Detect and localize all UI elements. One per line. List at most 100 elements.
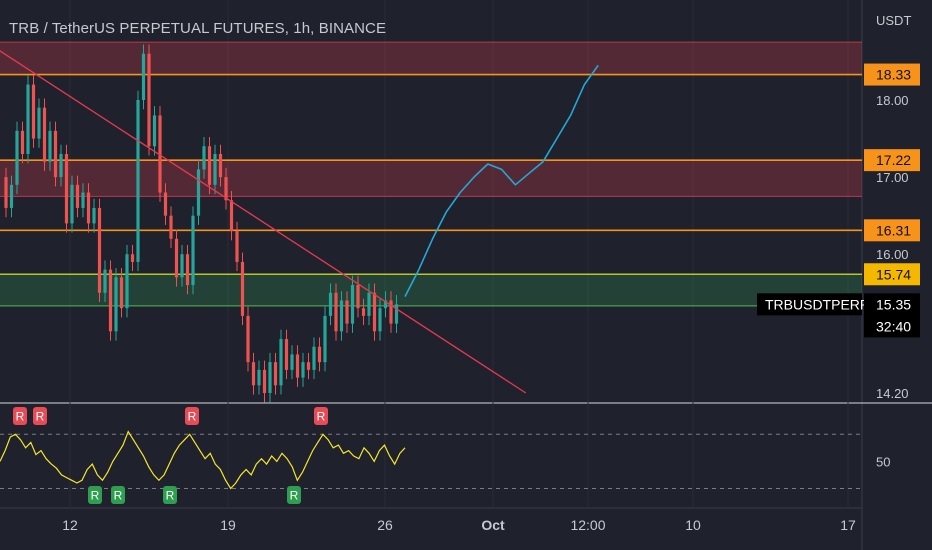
candle-55 — [306, 362, 311, 370]
candle-18 — [103, 269, 107, 293]
price-tick-2: 16.00 — [876, 247, 909, 262]
candle-60 — [334, 292, 338, 332]
x-tick-1: 19 — [220, 517, 236, 533]
candle-36 — [202, 146, 206, 170]
candle-22 — [125, 254, 129, 309]
candle-59 — [328, 292, 333, 316]
candle-28 — [158, 115, 162, 193]
candle-1 — [9, 184, 14, 208]
candle-17 — [97, 207, 102, 293]
candle-7 — [42, 107, 47, 162]
candle-56 — [312, 346, 316, 370]
candle-23 — [130, 254, 135, 262]
level-tag-label-1: 17.22 — [876, 152, 911, 168]
candle-5 — [31, 84, 36, 139]
candle-66 — [367, 292, 371, 316]
rsi-tick-label: 50 — [876, 454, 890, 469]
level-tag-label-0: 18.33 — [876, 67, 911, 83]
candle-9 — [53, 130, 58, 178]
countdown-label: 32:40 — [876, 318, 911, 334]
candle-32 — [180, 254, 184, 278]
x-tick-2: 26 — [377, 517, 393, 533]
rsi-signal-label-1: R — [36, 410, 45, 424]
candle-2 — [15, 130, 19, 185]
price-tick-3: 14.20 — [876, 386, 909, 401]
zone-1 — [0, 160, 862, 197]
candle-64 — [356, 285, 360, 309]
projection-path — [404, 64, 599, 297]
rsi-signal-label-2: R — [91, 489, 100, 503]
rsi-signal-2 — [88, 486, 102, 504]
symbol-tag — [757, 293, 862, 316]
x-tick-4: 12:00 — [570, 517, 605, 533]
candle-0 — [4, 177, 8, 208]
candle-43 — [240, 261, 245, 316]
candle-63 — [350, 285, 355, 324]
candle-54 — [301, 362, 305, 378]
candle-25 — [141, 53, 146, 100]
x-tick-6: 17 — [840, 517, 856, 533]
candle-42 — [235, 231, 239, 262]
candle-46 — [257, 369, 261, 386]
symbol-tag-label: TRBUSDTPERP — [765, 296, 869, 312]
candle-58 — [323, 315, 327, 363]
candle-71 — [394, 304, 399, 324]
candle-47 — [262, 369, 267, 393]
currency-label: USDT — [876, 13, 911, 28]
candle-10 — [59, 153, 63, 178]
zone-0 — [0, 42, 862, 75]
candle-20 — [114, 277, 118, 332]
candle-35 — [196, 169, 201, 216]
candle-6 — [37, 107, 41, 139]
rsi-signal-label-6: R — [290, 489, 299, 503]
candle-45 — [251, 362, 256, 386]
candle-51 — [284, 339, 289, 370]
level-tag-0 — [864, 63, 920, 86]
candle-24 — [136, 100, 140, 262]
candle-4 — [26, 84, 30, 154]
rsi-signal-5 — [185, 407, 199, 425]
candle-57 — [317, 346, 322, 363]
candle-15 — [86, 192, 91, 224]
rsi-line — [0, 430, 406, 490]
x-tick-0: 12 — [62, 517, 78, 533]
candle-8 — [48, 130, 52, 162]
candle-62 — [345, 300, 349, 324]
candle-41 — [229, 200, 234, 232]
candle-49 — [273, 362, 278, 386]
last-price-label: 15.35 — [876, 296, 911, 312]
level-tag-label-3: 15.74 — [876, 266, 911, 282]
rsi-signal-label-0: R — [16, 410, 25, 424]
candle-3 — [20, 130, 25, 154]
candle-44 — [246, 315, 250, 363]
price-tick-0: 18.00 — [876, 93, 909, 108]
candle-30 — [169, 215, 173, 239]
candle-70 — [389, 300, 393, 324]
rsi-signal-label-5: R — [188, 410, 197, 424]
candle-14 — [81, 192, 85, 208]
candle-29 — [163, 192, 168, 216]
candle-16 — [92, 207, 96, 224]
rsi-signal-3 — [111, 486, 125, 504]
rsi-signal-4 — [163, 486, 177, 504]
candle-13 — [75, 184, 80, 208]
level-tag-3 — [864, 263, 920, 286]
candle-50 — [279, 339, 283, 386]
zone-2 — [0, 274, 862, 306]
candle-34 — [191, 215, 195, 286]
candle-40 — [224, 177, 228, 201]
rsi-signal-6 — [287, 486, 301, 504]
candle-11 — [64, 153, 69, 224]
level-tag-1 — [864, 149, 920, 172]
rsi-signal-label-4: R — [166, 489, 175, 503]
price-tick-1: 17.00 — [876, 170, 909, 185]
x-tick-3: Oct — [481, 517, 505, 533]
candle-31 — [174, 238, 179, 278]
candle-38 — [213, 153, 217, 185]
level-tag-2 — [864, 219, 920, 242]
candle-53 — [295, 354, 300, 378]
candle-61 — [339, 300, 344, 332]
candle-68 — [378, 308, 382, 332]
